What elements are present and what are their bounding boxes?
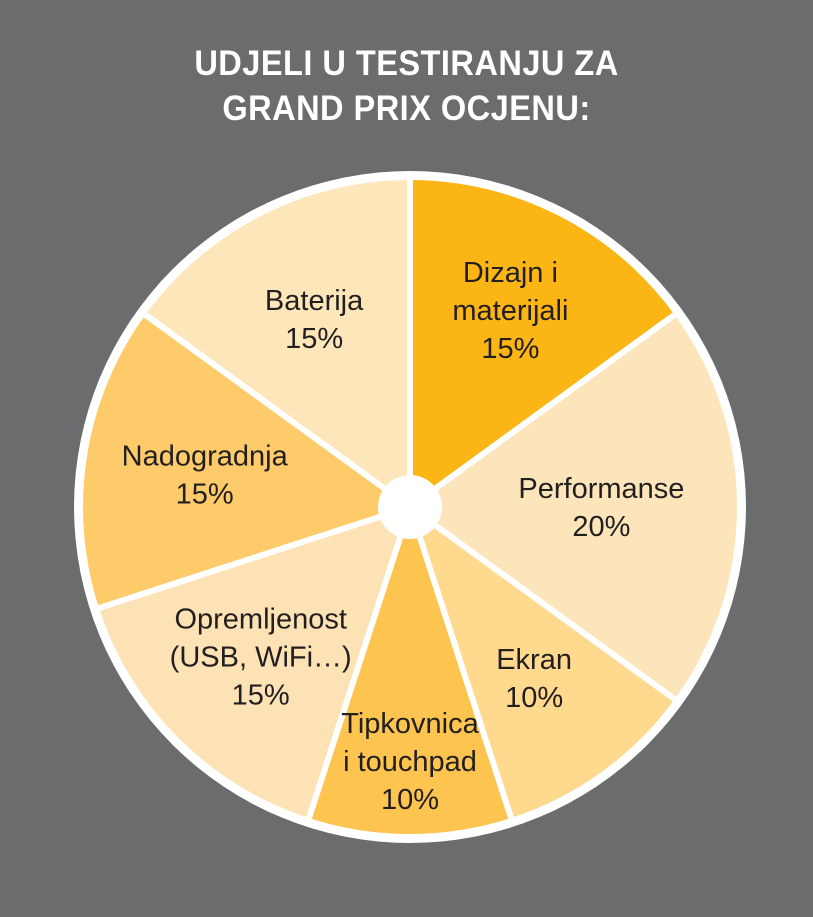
pie-slice-7 [140, 174, 413, 510]
slice-label-1: Dizajn i materijali 15% [452, 257, 568, 365]
pie-slice-3 [407, 504, 680, 824]
chart-title: UDJELI U TESTIRANJU ZA GRAND PRIX OCJENU… [194, 44, 619, 128]
pie-slice-4 [305, 504, 515, 841]
slice-label-7: Baterija 15% [265, 285, 364, 355]
pie-center-hole [378, 475, 442, 539]
slice-label-2: Performanse 20% [518, 473, 684, 543]
slice-label-4: Tipkovnica i touchpad 10% [341, 708, 479, 816]
pie-slice-6 [76, 310, 413, 612]
pie-slice-1 [407, 174, 680, 510]
slice-label-6: Nadogradnja 15% [122, 441, 289, 511]
slice-label-3: Ekran 10% [496, 644, 572, 714]
pie-slice-2 [407, 310, 744, 704]
slice-label-5: Opremljenost (USB, WiFi…) 15% [170, 603, 352, 711]
